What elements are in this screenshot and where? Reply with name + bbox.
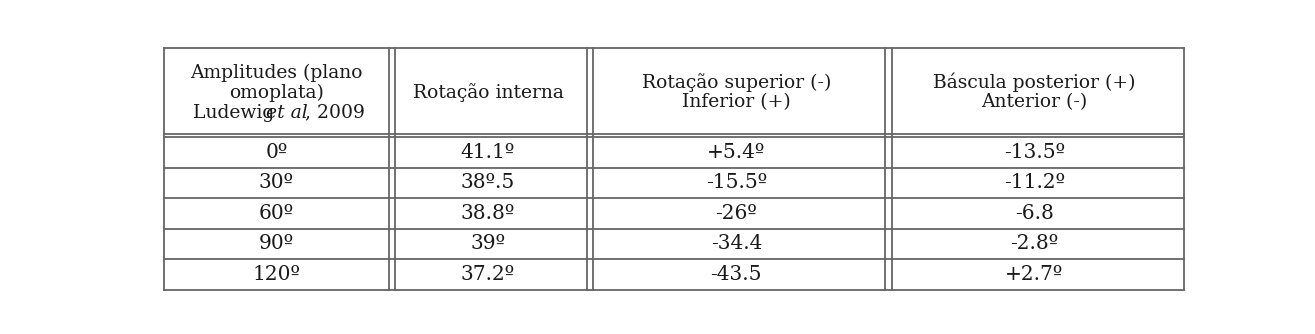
Text: 60º: 60º (259, 204, 295, 223)
Text: +5.4º: +5.4º (707, 143, 765, 162)
Text: Rotação interna: Rotação interna (413, 83, 563, 102)
Text: -15.5º: -15.5º (706, 173, 767, 192)
Text: 38.8º: 38.8º (460, 204, 515, 223)
Text: 37.2º: 37.2º (460, 265, 515, 284)
Text: Ludewig: Ludewig (193, 104, 280, 122)
Text: Báscula posterior (+): Báscula posterior (+) (934, 73, 1136, 92)
Text: -11.2º: -11.2º (1003, 173, 1065, 192)
Text: 30º: 30º (259, 173, 295, 192)
Text: 38º.5: 38º.5 (460, 173, 515, 192)
Text: et al: et al (266, 104, 308, 122)
Text: , 2009: , 2009 (305, 104, 366, 122)
Text: 120º: 120º (252, 265, 300, 284)
Text: 90º: 90º (259, 234, 295, 254)
Text: 39º: 39º (471, 234, 505, 254)
Text: -43.5: -43.5 (710, 265, 763, 284)
Text: omoplata): omoplata) (229, 84, 323, 102)
Text: 41.1º: 41.1º (460, 143, 515, 162)
Text: -34.4: -34.4 (710, 234, 763, 254)
Text: Amplitudes (plano: Amplitudes (plano (191, 63, 363, 81)
Text: -13.5º: -13.5º (1003, 143, 1065, 162)
Text: 0º: 0º (266, 143, 288, 162)
Text: Inferior (+): Inferior (+) (682, 94, 790, 112)
Text: Anterior (-): Anterior (-) (981, 94, 1088, 112)
Text: +2.7º: +2.7º (1006, 265, 1064, 284)
Text: -6.8: -6.8 (1015, 204, 1053, 223)
Text: -26º: -26º (715, 204, 757, 223)
Text: Rotação superior (-): Rotação superior (-) (642, 73, 831, 92)
Text: -2.8º: -2.8º (1010, 234, 1059, 254)
